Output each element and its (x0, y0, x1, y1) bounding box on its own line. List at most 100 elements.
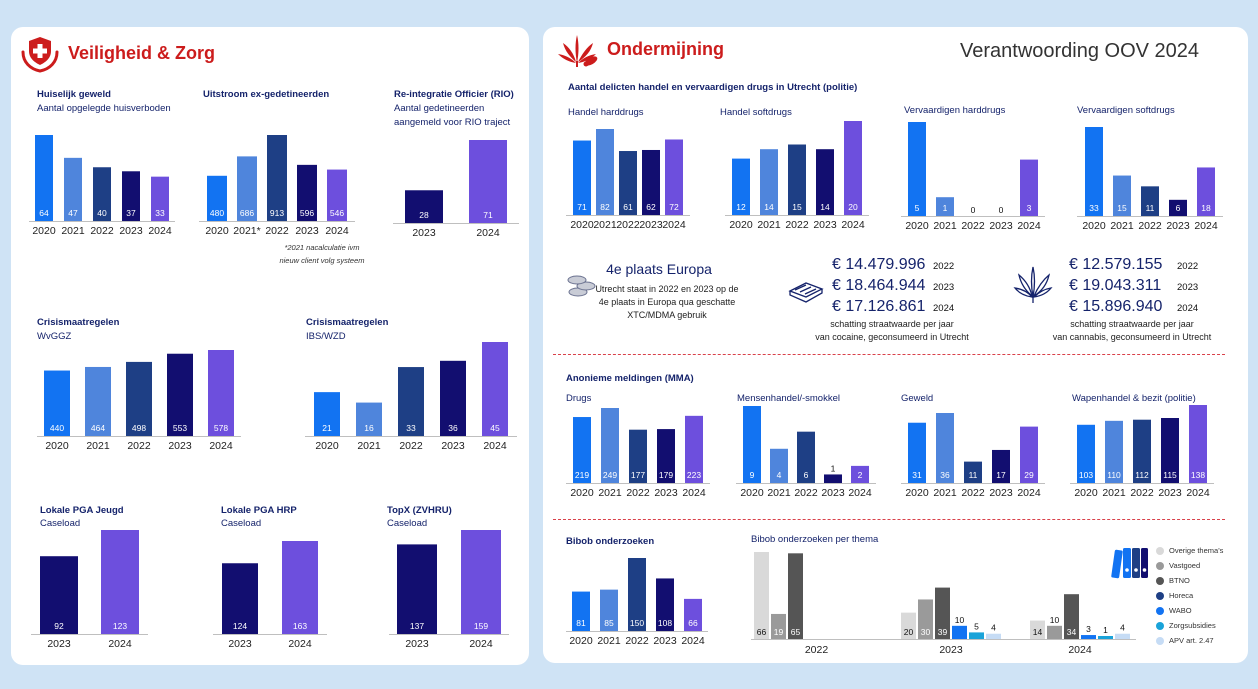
europa-text: Utrecht staat in 2022 en 2023 op de 4e p… (583, 283, 751, 322)
bar-label-mma_wapens-2020: 103 (1079, 470, 1093, 480)
uitstroom-note: *2021 nacalculatie ivm nieuw client volg… (262, 241, 382, 267)
bar-label-pga_hrp-2023: 124 (233, 621, 247, 631)
legend-label: Vastgoed (1169, 561, 1201, 570)
bar-pga_hrp-2024 (282, 541, 318, 634)
tick-label-huiselijk-2023: 2023 (119, 225, 143, 237)
europa-line-3: XTC/MDMA gebruik (627, 310, 707, 320)
tick-label-mma_mensenhandel-2022: 2022 (794, 487, 818, 499)
chart-vervaardigen-hard: 5 2020 1 2021 0 2022 0 2023 3 2024 (901, 122, 1045, 232)
legend-swatch (1156, 621, 1164, 630)
tick-label-huiselijk-2022: 2022 (90, 225, 114, 237)
chart-vervaardigen-soft: 33 2020 15 2021 11 2022 6 2023 18 2024 (1077, 127, 1223, 232)
tick-label-mma_wapens-2024: 2024 (1186, 487, 1210, 499)
left-panel (11, 27, 529, 665)
tick-label-bibob-2022: 2022 (625, 635, 649, 647)
cocaine-amount-3: € 17.126.861 (832, 298, 926, 315)
bar-harddrugs-2024 (665, 139, 683, 215)
tick-label-mma_drugs-2023: 2023 (654, 487, 678, 499)
tick-label-vervaardigen_soft-2020: 2020 (1082, 220, 1106, 232)
tick-label-softdrugs-2023: 2023 (813, 219, 837, 231)
chart-subtitle-topx: Caseload (387, 518, 428, 529)
bar-label-huiselijk-2021: 47 (68, 208, 78, 218)
bar-label-bibob-2024-2: 34 (1067, 627, 1077, 637)
bar-label-mma_drugs-2021: 249 (603, 470, 617, 480)
bar-label-huiselijk-2020: 64 (39, 208, 49, 218)
tick-label-mma_geweld-2022: 2022 (961, 487, 985, 499)
bar-label-pga_jeugd-2024: 123 (113, 621, 127, 631)
legend-item: APV art. 2.47 (1156, 633, 1223, 648)
bar-label-huiselijk-2022: 40 (97, 208, 107, 218)
cannabis-year-3: 2024 (1177, 303, 1199, 314)
bar-label-mma_mensenhandel-2022: 6 (804, 470, 809, 480)
chart-subtitle-rio-2: aangemeld voor RIO traject (394, 117, 511, 128)
chart-title-bibob: Bibob onderzoeken (566, 536, 655, 547)
bar-huiselijk-2021 (64, 157, 82, 221)
drugs-section-title: Aantal delicten handel en vervaardigen d… (568, 82, 858, 93)
tick-label-softdrugs-2024: 2024 (841, 219, 865, 231)
bar-label-bibob-2024: 66 (688, 618, 698, 628)
bar-softdrugs-2024 (844, 121, 862, 215)
bar-label-bibob-2023-1: 30 (921, 627, 931, 637)
bar-ibs-2023 (440, 360, 466, 436)
bar-mma_drugs-2021 (601, 408, 619, 483)
bar-label-vervaardigen_hard-2020: 5 (915, 203, 920, 213)
bar-label-vervaardigen_soft-2022: 11 (1146, 203, 1155, 213)
bar-softdrugs-2021 (760, 149, 778, 215)
legend-label: Overige thema's (1169, 546, 1224, 555)
bar-label-mma_geweld-2023: 17 (996, 470, 1006, 480)
bar-bibob-2022 (628, 558, 646, 631)
bar-harddrugs-2022 (619, 151, 637, 215)
bar-label-vervaardigen_hard-2021: 1 (943, 203, 948, 213)
bar-harddrugs-2021 (596, 129, 614, 215)
cocaine-year-1: 2022 (933, 261, 955, 272)
tick-label-bibob-2024: 2024 (1068, 644, 1092, 656)
bar-bibob-2024-0 (1030, 620, 1045, 639)
bar-label-wvggz-2022: 498 (132, 423, 146, 433)
tick-label-harddrugs-2021: 2021 (593, 219, 617, 231)
bar-bibob-2023-5 (969, 632, 984, 639)
tick-label-bibob-2023: 2023 (653, 635, 677, 647)
bar-label-bibob-2023-5: 5 (974, 621, 979, 631)
bar-label-mma_drugs-2024: 223 (687, 470, 701, 480)
bar-label-mma_drugs-2022: 177 (631, 470, 645, 480)
bar-vervaardigen_soft-2021 (1113, 175, 1131, 216)
tick-label-rio-2024: 2024 (476, 227, 500, 239)
cannabis-amount-3: € 15.896.940 (1069, 298, 1163, 315)
cocaine-caption-1: schatting straatwaarde per jaar (830, 319, 954, 329)
chart-title-mma-geweld: Geweld (901, 393, 934, 404)
tick-label-mma_mensenhandel-2023: 2023 (821, 487, 845, 499)
tick-label-ibs-2023: 2023 (441, 440, 465, 452)
bar-label-uitstroom-2024: 546 (330, 208, 344, 218)
bar-label-mma_wapens-2021: 110 (1107, 470, 1121, 480)
bar-topx-2023 (397, 544, 437, 634)
chart-title-vervaardigen-hard: Vervaardigen harddrugs (904, 105, 1006, 116)
bar-uitstroom-2021 (237, 156, 257, 221)
chart-softdrugs: 12 2020 14 2021 15 2022 14 2023 20 2024 (725, 121, 869, 231)
bar-label-mma_geweld-2024: 29 (1024, 470, 1034, 480)
bar-label-bibob-2023-6: 4 (991, 623, 996, 633)
chart-mma-wapens: 103 2020 110 2021 112 2022 115 2023 138 2024 (1070, 405, 1214, 499)
bar-mma_wapens-2022 (1133, 419, 1151, 483)
tick-label-vervaardigen_soft-2023: 2023 (1166, 220, 1190, 232)
cannabis-year-2: 2023 (1177, 282, 1199, 293)
right-panel-title: Ondermijning (607, 39, 724, 59)
cannabis-amount-1: € 12.579.155 (1069, 256, 1163, 273)
chart-rio: 28 2023 71 2024 (393, 140, 519, 239)
bar-label-bibob-2022-1: 19 (774, 627, 784, 637)
bar-bibob-2023-0 (901, 612, 916, 639)
bar-label-harddrugs-2024: 72 (669, 202, 679, 212)
legend-swatch (1156, 546, 1164, 555)
chart-uitstroom: 480 2020 686 2021* 913 2022 596 2023 546 2024 (199, 135, 355, 237)
bar-mma_mensenhandel-2024 (851, 465, 869, 483)
chart-harddrugs: 71 2020 82 2021 61 2022 62 2023 72 2024 (566, 129, 690, 231)
section-divider-1 (553, 354, 1225, 355)
chart-title-rio: Re-integratie Officier (RIO) (394, 89, 514, 100)
uitstroom-note-line-2: nieuw client volg systeem (279, 256, 365, 265)
bar-mma_geweld-2021 (936, 413, 954, 483)
chart-ibs: 21 2020 16 2021 33 2022 36 2023 45 2024 (305, 342, 517, 452)
cannabis-caption-1: schatting straatwaarde per jaar (1070, 319, 1194, 329)
legend-label: WABO (1169, 606, 1192, 615)
bar-vervaardigen_soft-2023 (1169, 199, 1187, 216)
mma-section-title: Anonieme meldingen (MMA) (566, 373, 694, 384)
